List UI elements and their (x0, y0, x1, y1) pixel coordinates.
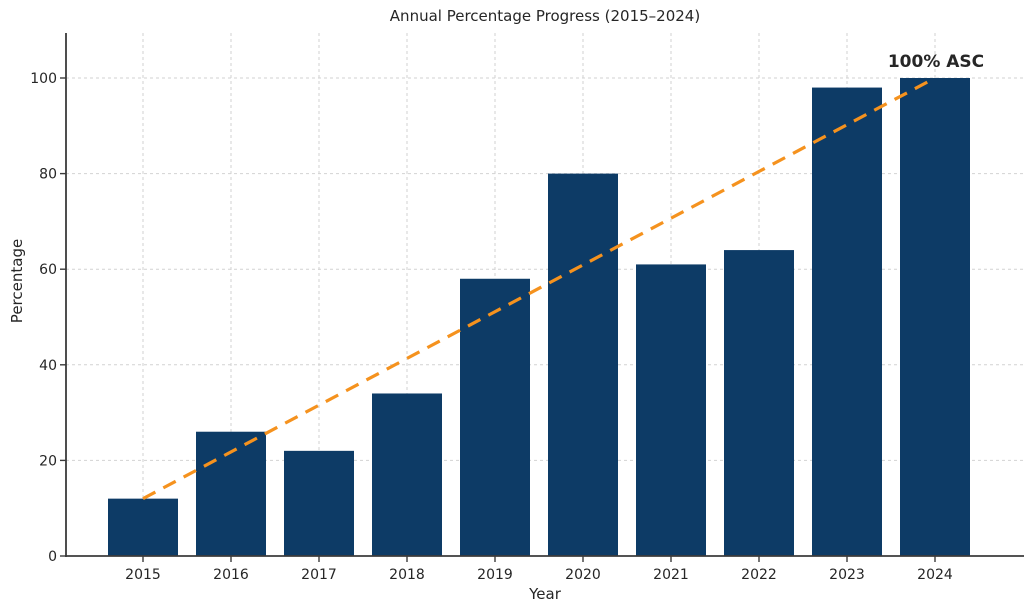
x-axis-label: Year (528, 585, 562, 603)
bar-2024 (900, 78, 970, 556)
x-tick-label: 2023 (829, 567, 865, 583)
x-tick-label: 2021 (653, 567, 689, 583)
bar-2023 (812, 87, 882, 556)
y-tick-label: 40 (39, 358, 57, 374)
x-tick-label: 2024 (917, 567, 953, 583)
bar-2020 (548, 173, 618, 556)
ticks-layer: 0 20 40 60 80 100 2015 2016 2017 2018 2019 2020 2021… (30, 71, 953, 583)
bar-2015 (108, 498, 178, 556)
bar-2017 (284, 450, 354, 556)
y-tick-label: 100 (30, 71, 57, 87)
axes-layer (65, 33, 1024, 557)
y-tick-label: 0 (48, 549, 57, 565)
x-tick-label: 2022 (741, 567, 777, 583)
y-tick-label: 80 (39, 167, 57, 183)
bars-layer (108, 78, 970, 556)
trend-layer (142, 76, 936, 501)
x-tick-label: 2018 (389, 567, 425, 583)
x-tick-label: 2019 (477, 567, 513, 583)
trend-annotation: 100% ASC (888, 52, 984, 72)
y-tick-label: 20 (39, 453, 57, 469)
chart-title: Annual Percentage Progress (2015–2024) (390, 7, 700, 25)
x-tick-label: 2017 (301, 567, 337, 583)
y-tick-label: 60 (39, 262, 57, 278)
trend-line (142, 76, 936, 501)
x-tick-label: 2015 (125, 567, 161, 583)
bar-2021 (636, 264, 706, 556)
bar-2022 (724, 250, 794, 556)
bar-2018 (372, 393, 442, 556)
x-tick-label: 2016 (213, 567, 249, 583)
x-tick-label: 2020 (565, 567, 601, 583)
bar-2019 (460, 278, 530, 556)
y-axis-label: Percentage (8, 239, 26, 323)
